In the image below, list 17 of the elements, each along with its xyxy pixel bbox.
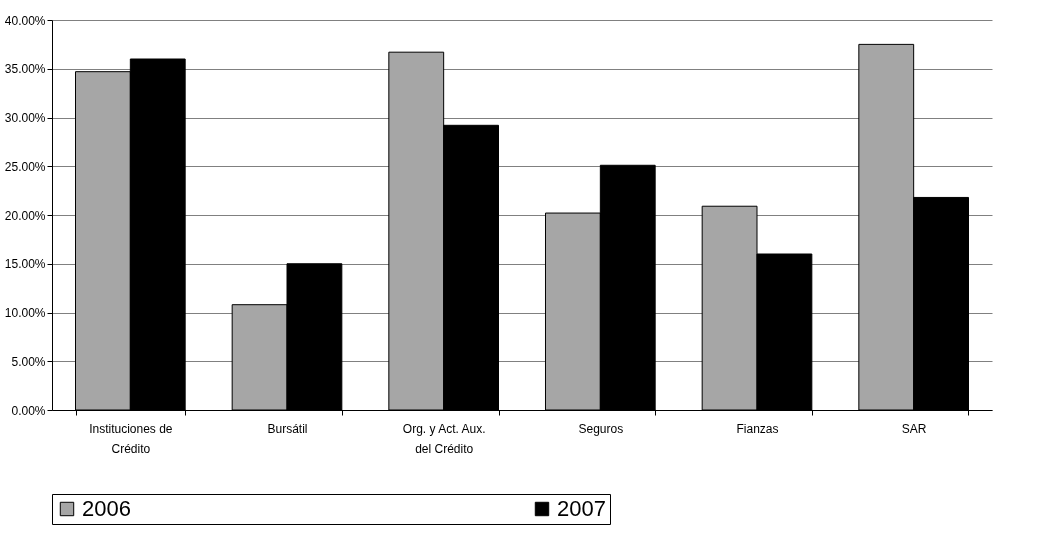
x-tick-label: Instituciones de Crédito (89, 421, 173, 456)
y-tick-label: 5.00% (11, 354, 46, 369)
x-tick-label: Bursátil (267, 421, 308, 436)
x-tick-label: Seguros (578, 421, 624, 436)
y-tick-label: 35.00% (4, 62, 46, 77)
y-tick-label: 25.00% (4, 159, 46, 174)
x-tick-label: SAR (901, 421, 927, 436)
y-tick-label: 30.00% (4, 111, 46, 125)
x-tick-label: Fianzas (736, 421, 779, 436)
y-tick-label: 10.00% (4, 306, 46, 320)
legend-label: 2007 (557, 496, 606, 521)
y-tick-label: 20.00% (4, 208, 46, 223)
y-tick-label: 0.00% (11, 403, 46, 418)
y-tick-label: 15.00% (4, 257, 46, 272)
x-tick-label: Org. y Act. Aux. del Crédito (402, 421, 486, 456)
y-tick-label: 40.00% (4, 13, 46, 28)
legend-label: 2006 (82, 496, 131, 521)
